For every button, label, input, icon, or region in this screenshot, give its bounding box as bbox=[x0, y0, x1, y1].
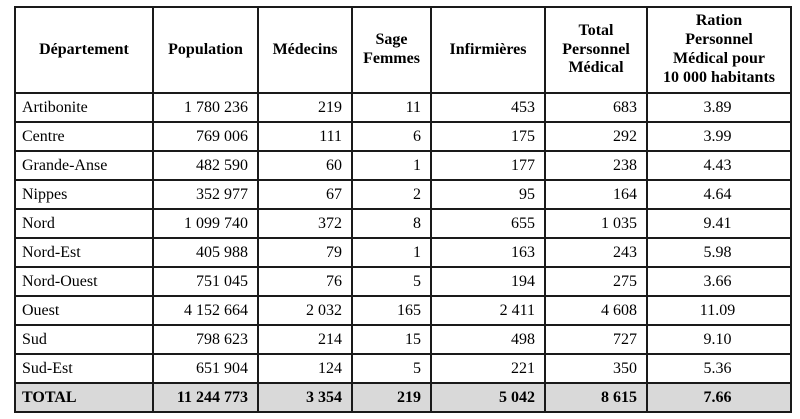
total-personnel-cell: 292 bbox=[544, 121, 648, 152]
total-personnel-total-cell: 8 615 bbox=[544, 382, 648, 413]
table-row: Sud 798 623 214 15 498 727 9.10 bbox=[14, 324, 792, 355]
medecins-cell: 76 bbox=[257, 266, 353, 297]
column-header-departement: Département bbox=[14, 6, 154, 94]
department-cell: Centre bbox=[14, 121, 154, 152]
total-personnel-cell: 164 bbox=[544, 179, 648, 210]
column-header-total-personnel: Total Personnel Médical bbox=[544, 6, 648, 94]
ration-cell: 4.43 bbox=[646, 150, 792, 181]
column-header-sage-femmes: Sage Femmes bbox=[351, 6, 432, 94]
table-row: Artibonite 1 780 236 219 11 453 683 3.89 bbox=[14, 92, 792, 123]
medecins-cell: 2 032 bbox=[257, 295, 353, 326]
infirmieres-cell: 194 bbox=[430, 266, 546, 297]
total-ration-cell: 7.66 bbox=[646, 382, 792, 413]
table-row: Nord-Ouest 751 045 76 5 194 275 3.66 bbox=[14, 266, 792, 297]
column-header-ration: Ration Personnel Médical pour 10 000 hab… bbox=[646, 6, 792, 94]
population-cell: 1 099 740 bbox=[152, 208, 259, 239]
infirmieres-cell: 498 bbox=[430, 324, 546, 355]
column-header-medecins: Médecins bbox=[257, 6, 353, 94]
infirmieres-cell: 95 bbox=[430, 179, 546, 210]
ration-cell: 11.09 bbox=[646, 295, 792, 326]
column-header-population: Population bbox=[152, 6, 259, 94]
sage-femmes-cell: 2 bbox=[351, 179, 432, 210]
table-row: Nord-Est 405 988 79 1 163 243 5.98 bbox=[14, 237, 792, 268]
ration-cell: 3.89 bbox=[646, 92, 792, 123]
department-cell: Nord bbox=[14, 208, 154, 239]
table-row: Sud-Est 651 904 124 5 221 350 5.36 bbox=[14, 353, 792, 384]
total-infirmieres-cell: 5 042 bbox=[430, 382, 546, 413]
population-cell: 651 904 bbox=[152, 353, 259, 384]
table-row: Nord 1 099 740 372 8 655 1 035 9.41 bbox=[14, 208, 792, 239]
department-cell: Sud-Est bbox=[14, 353, 154, 384]
ration-cell: 5.98 bbox=[646, 237, 792, 268]
sage-femmes-cell: 5 bbox=[351, 266, 432, 297]
ration-cell: 4.64 bbox=[646, 179, 792, 210]
total-personnel-cell: 1 035 bbox=[544, 208, 648, 239]
total-personnel-cell: 243 bbox=[544, 237, 648, 268]
medecins-cell: 124 bbox=[257, 353, 353, 384]
ration-cell: 9.10 bbox=[646, 324, 792, 355]
sage-femmes-cell: 11 bbox=[351, 92, 432, 123]
infirmieres-cell: 175 bbox=[430, 121, 546, 152]
medecins-cell: 219 bbox=[257, 92, 353, 123]
total-medecins-cell: 3 354 bbox=[257, 382, 353, 413]
ration-cell: 9.41 bbox=[646, 208, 792, 239]
population-cell: 482 590 bbox=[152, 150, 259, 181]
total-personnel-cell: 4 608 bbox=[544, 295, 648, 326]
medical-personnel-table: Département Population Médecins Sage Fem… bbox=[14, 6, 792, 413]
column-header-infirmieres: Infirmières bbox=[430, 6, 546, 94]
department-cell: Sud bbox=[14, 324, 154, 355]
population-cell: 352 977 bbox=[152, 179, 259, 210]
population-cell: 4 152 664 bbox=[152, 295, 259, 326]
total-personnel-cell: 727 bbox=[544, 324, 648, 355]
sage-femmes-cell: 1 bbox=[351, 150, 432, 181]
infirmieres-cell: 163 bbox=[430, 237, 546, 268]
infirmieres-cell: 221 bbox=[430, 353, 546, 384]
medecins-cell: 79 bbox=[257, 237, 353, 268]
table-row: Ouest 4 152 664 2 032 165 2 411 4 608 11… bbox=[14, 295, 792, 326]
population-cell: 798 623 bbox=[152, 324, 259, 355]
department-cell: Ouest bbox=[14, 295, 154, 326]
total-personnel-cell: 683 bbox=[544, 92, 648, 123]
population-cell: 1 780 236 bbox=[152, 92, 259, 123]
ration-cell: 3.99 bbox=[646, 121, 792, 152]
total-personnel-cell: 238 bbox=[544, 150, 648, 181]
infirmieres-cell: 2 411 bbox=[430, 295, 546, 326]
total-label-cell: TOTAL bbox=[14, 382, 154, 413]
total-row: TOTAL 11 244 773 3 354 219 5 042 8 615 7… bbox=[14, 382, 792, 413]
sage-femmes-cell: 6 bbox=[351, 121, 432, 152]
department-cell: Nord-Ouest bbox=[14, 266, 154, 297]
sage-femmes-cell: 1 bbox=[351, 237, 432, 268]
sage-femmes-cell: 5 bbox=[351, 353, 432, 384]
infirmieres-cell: 655 bbox=[430, 208, 546, 239]
medecins-cell: 214 bbox=[257, 324, 353, 355]
department-cell: Nippes bbox=[14, 179, 154, 210]
medecins-cell: 67 bbox=[257, 179, 353, 210]
medecins-cell: 372 bbox=[257, 208, 353, 239]
table-row: Nippes 352 977 67 2 95 164 4.64 bbox=[14, 179, 792, 210]
medecins-cell: 60 bbox=[257, 150, 353, 181]
medecins-cell: 111 bbox=[257, 121, 353, 152]
population-cell: 751 045 bbox=[152, 266, 259, 297]
sage-femmes-cell: 8 bbox=[351, 208, 432, 239]
infirmieres-cell: 177 bbox=[430, 150, 546, 181]
ration-cell: 5.36 bbox=[646, 353, 792, 384]
total-sage-femmes-cell: 219 bbox=[351, 382, 432, 413]
table-row: Grande-Anse 482 590 60 1 177 238 4.43 bbox=[14, 150, 792, 181]
total-population-cell: 11 244 773 bbox=[152, 382, 259, 413]
sage-femmes-cell: 165 bbox=[351, 295, 432, 326]
department-cell: Nord-Est bbox=[14, 237, 154, 268]
total-personnel-cell: 350 bbox=[544, 353, 648, 384]
total-personnel-cell: 275 bbox=[544, 266, 648, 297]
department-cell: Artibonite bbox=[14, 92, 154, 123]
infirmieres-cell: 453 bbox=[430, 92, 546, 123]
table-row: Centre 769 006 111 6 175 292 3.99 bbox=[14, 121, 792, 152]
header-row: Département Population Médecins Sage Fem… bbox=[14, 6, 792, 94]
population-cell: 769 006 bbox=[152, 121, 259, 152]
department-cell: Grande-Anse bbox=[14, 150, 154, 181]
population-cell: 405 988 bbox=[152, 237, 259, 268]
sage-femmes-cell: 15 bbox=[351, 324, 432, 355]
ration-cell: 3.66 bbox=[646, 266, 792, 297]
